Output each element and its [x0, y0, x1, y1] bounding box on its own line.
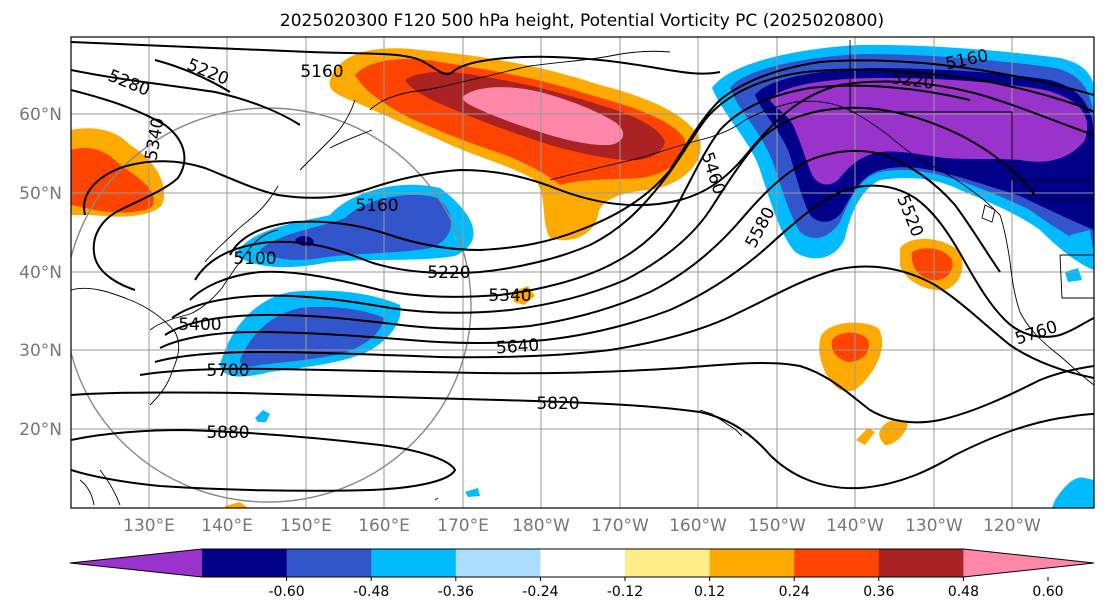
colorbar-segment	[878, 549, 964, 577]
longitude-axis: 130°E 140°E 150°E 160°E 170°E 180°W 170°…	[123, 516, 1041, 536]
contour-label: 5220	[427, 263, 470, 283]
lat-tick-label: 40°N	[19, 263, 62, 283]
lon-tick-label: 170°W	[591, 516, 649, 536]
lat-tick-label: 50°N	[19, 184, 62, 204]
contour-label: 5700	[206, 361, 249, 381]
contour-label: 5880	[206, 423, 249, 443]
contour-label: 5160	[355, 196, 398, 216]
map-panel: 5280 5220 5160 5340 5160 5220 5160 5460 …	[70, 36, 1095, 509]
lon-tick-label: 150°W	[748, 516, 806, 536]
coastlines	[71, 40, 1094, 506]
latitude-axis: 60°N 50°N 40°N 30°N 20°N	[19, 105, 62, 440]
lon-tick-label: 120°W	[983, 516, 1041, 536]
graticule	[71, 37, 1094, 508]
contour-label: 5400	[178, 315, 221, 335]
colorbar-segment	[540, 549, 626, 577]
colorbar-label: -0.48	[353, 584, 389, 600]
lon-tick-label: 150°E	[280, 516, 332, 536]
colorbar-label: -0.36	[438, 584, 474, 600]
colorbar-segment	[625, 549, 711, 577]
colorbar-label: 0.12	[694, 584, 725, 600]
contour-label: 5160	[300, 62, 343, 82]
colorbar-label: 0.60	[1032, 584, 1063, 600]
contour-label: 5640	[495, 336, 540, 359]
colorbar-segment	[455, 549, 541, 577]
contour-label: 5100	[233, 249, 276, 269]
colorbar-label: -0.60	[268, 584, 304, 600]
colorbar-segment	[70, 549, 202, 577]
lon-tick-label: 130°E	[123, 516, 175, 536]
lon-tick-label: 160°E	[358, 516, 410, 536]
colorbar-segment	[202, 549, 288, 577]
colorbar-label: -0.24	[522, 584, 558, 600]
lon-tick-label: 130°W	[905, 516, 963, 536]
lon-tick-label: 140°W	[826, 516, 884, 536]
pv-shading-positive	[71, 48, 963, 508]
lon-tick-label: 160°W	[669, 516, 727, 536]
colorbar-label: 0.36	[863, 584, 894, 600]
colorbar-segment	[286, 549, 372, 577]
lat-tick-label: 30°N	[19, 341, 62, 361]
colorbar-label: 0.24	[779, 584, 810, 600]
lat-tick-label: 20°N	[19, 420, 62, 440]
colorbar-label: 0.48	[948, 584, 979, 600]
colorbar: -0.60 -0.48 -0.36 -0.24 -0.12 0.12 0.24 0.36 0.4…	[69, 548, 1095, 600]
lat-tick-label: 60°N	[19, 105, 62, 125]
contour-label: 5820	[536, 394, 579, 414]
lon-tick-label: 170°E	[437, 516, 489, 536]
lon-tick-label: 140°E	[201, 516, 253, 536]
height-contours	[71, 41, 1094, 492]
colorbar-segment	[794, 549, 880, 577]
map-frame	[70, 36, 1095, 509]
figure-title: 2025020300 F120 500 hPa height, Potentia…	[280, 11, 884, 31]
colorbar-outline	[69, 548, 1095, 578]
colorbar-segment	[371, 549, 457, 577]
lon-tick-label: 180°W	[512, 516, 570, 536]
colorbar-segment	[709, 549, 795, 577]
colorbar-segment	[963, 549, 1094, 577]
contour-label: 5340	[488, 286, 531, 306]
colorbar-label: -0.12	[607, 584, 643, 600]
